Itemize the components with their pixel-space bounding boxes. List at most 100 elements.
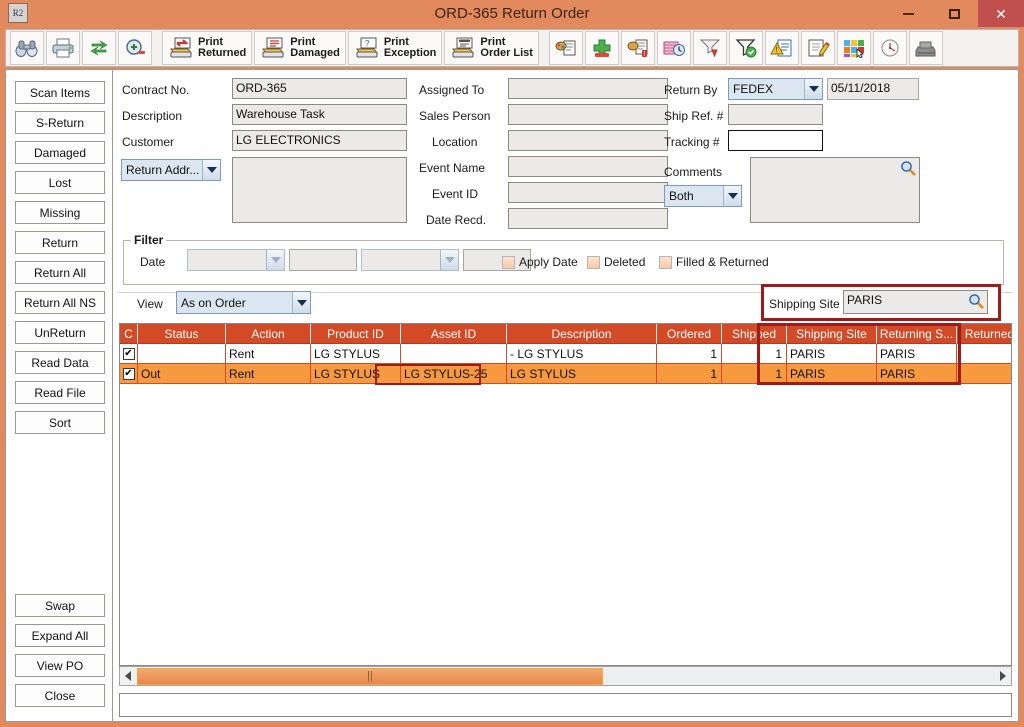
return-all-ns-button[interactable]: Return All NS [15,291,105,314]
comments-scope-dropdown[interactable]: Both [664,185,742,207]
column-header[interactable]: Returning S... [877,324,957,344]
table-cell[interactable]: PARIS [787,364,877,384]
missing-button[interactable]: Missing [15,201,105,224]
table-cell[interactable]: Out [138,364,226,384]
table-cell[interactable]: - LG STYLUS [507,344,657,364]
row-checkbox-cell[interactable]: ✔ [120,364,138,384]
column-header[interactable]: Shipped [722,324,787,344]
table-cell[interactable]: LG STYLUS [507,364,657,384]
scroll-left-arrow-icon[interactable] [120,667,136,685]
table-cell[interactable]: PARIS [787,344,877,364]
print-order-list-button[interactable]: Print Order List [444,31,539,65]
return-by-date-field[interactable]: 05/11/2018 [827,78,919,100]
table-cell[interactable]: LG STYLUS [311,364,401,384]
binoculars-icon[interactable] [10,31,44,65]
table-cell[interactable]: Rent [226,364,311,384]
document-alert-icon[interactable]: ! [620,31,655,65]
filter-date-to[interactable] [361,249,459,271]
scrollbar-track[interactable] [603,667,995,685]
row-checkbox[interactable]: ✔ [122,347,135,360]
read-file-button[interactable]: Read File [15,381,105,404]
column-header[interactable]: Status [138,324,226,344]
scanner-icon[interactable] [908,31,943,65]
return-button[interactable]: Return [15,231,105,254]
chevron-down-icon[interactable] [723,186,741,206]
grid-horizontal-scrollbar[interactable]: || [119,666,1012,686]
location-field[interactable] [508,130,668,151]
comments-search-icon[interactable] [900,160,916,176]
column-header[interactable]: Description [507,324,657,344]
table-cell[interactable]: 1 [657,364,722,384]
unreturn-button[interactable]: UnReturn [15,321,105,344]
column-header[interactable]: Ordered [657,324,722,344]
row-checkbox-cell[interactable]: ✔ [120,344,138,364]
view-dropdown[interactable]: As on Order [176,291,311,314]
filter-time-from[interactable] [289,249,357,271]
close-window-button[interactable]: ✕ [978,0,1024,27]
table-row[interactable]: ✔ Out Rent LG STYLUS LG STYLUS-25 LG STYLUS 1 1… [120,364,1011,384]
swap-button[interactable]: Swap [15,594,105,617]
read-data-button[interactable]: Read Data [15,351,105,374]
chevron-down-icon[interactable] [202,160,220,180]
funnel-down-icon[interactable] [692,31,727,65]
print-icon[interactable] [46,31,80,65]
ship-ref-field[interactable] [728,104,823,125]
table-cell[interactable] [401,344,507,364]
history-clock-icon[interactable] [656,31,691,65]
apply-date-checkbox[interactable] [502,256,515,269]
zoom-add-icon[interactable] [118,31,152,65]
column-header[interactable]: C [120,324,138,344]
table-cell[interactable] [138,344,226,364]
filter-date-from[interactable] [187,249,285,271]
maximize-button[interactable] [931,0,977,27]
filled-returned-checkbox[interactable] [659,256,672,269]
return-all-button[interactable]: Return All [15,261,105,284]
column-header[interactable]: Product ID [311,324,401,344]
column-header[interactable]: Action [226,324,311,344]
shipping-site-search-icon[interactable] [968,293,984,309]
return-by-dropdown[interactable]: FEDEX [728,78,823,100]
sales-person-field[interactable] [508,104,668,125]
tracking-field[interactable] [728,130,823,151]
s-return-button[interactable]: S-Return [15,111,105,134]
assigned-to-field[interactable] [508,78,668,99]
clock-icon[interactable] [872,31,907,65]
expand-all-button[interactable]: Expand All [15,624,105,647]
table-cell[interactable]: PARIS [877,344,957,364]
table-cell[interactable]: LG STYLUS-25 [401,364,507,384]
event-name-field[interactable] [508,156,668,177]
damaged-button[interactable]: Damaged [15,141,105,164]
items-grid[interactable]: C Status Action Product ID Asset ID Descripti… [119,323,1012,666]
deleted-checkbox[interactable] [587,256,600,269]
table-cell[interactable]: 1 [722,344,787,364]
color-grid-icon[interactable] [836,31,871,65]
column-header[interactable]: Shipping Site [787,324,877,344]
return-address-text[interactable] [232,157,407,223]
print-exception-button[interactable]: ? Print Exception [347,31,443,65]
minimize-button[interactable] [885,0,931,27]
comments-textarea[interactable] [750,157,920,223]
filter-check-icon[interactable] [728,31,763,65]
column-header[interactable]: Asset ID [401,324,507,344]
sort-button[interactable]: Sort [15,411,105,434]
event-id-field[interactable] [508,182,668,203]
table-cell[interactable]: PARIS [877,364,957,384]
contract-no-field[interactable]: ORD-365 [232,78,407,99]
date-recd-field[interactable] [508,208,668,229]
print-damaged-button[interactable]: Print Damaged [254,31,346,65]
chevron-down-icon[interactable] [266,250,284,270]
notepad-edit-icon[interactable] [800,31,835,65]
table-cell[interactable]: 1 [722,364,787,384]
print-returned-button[interactable]: Print Returned [162,31,253,65]
scrollbar-thumb[interactable]: || [137,667,603,685]
description-field[interactable]: Warehouse Task [232,104,407,125]
return-address-dropdown[interactable]: Return Addr... [121,159,221,181]
table-cell[interactable]: 0 [957,364,1011,384]
table-cell[interactable]: 1 [657,344,722,364]
table-cell[interactable]: Rent [226,344,311,364]
refresh-icon[interactable] [82,31,116,65]
scan-items-button[interactable]: Scan Items [15,81,105,104]
chevron-down-icon[interactable] [804,79,822,99]
warning-document-icon[interactable]: ! [764,31,799,65]
